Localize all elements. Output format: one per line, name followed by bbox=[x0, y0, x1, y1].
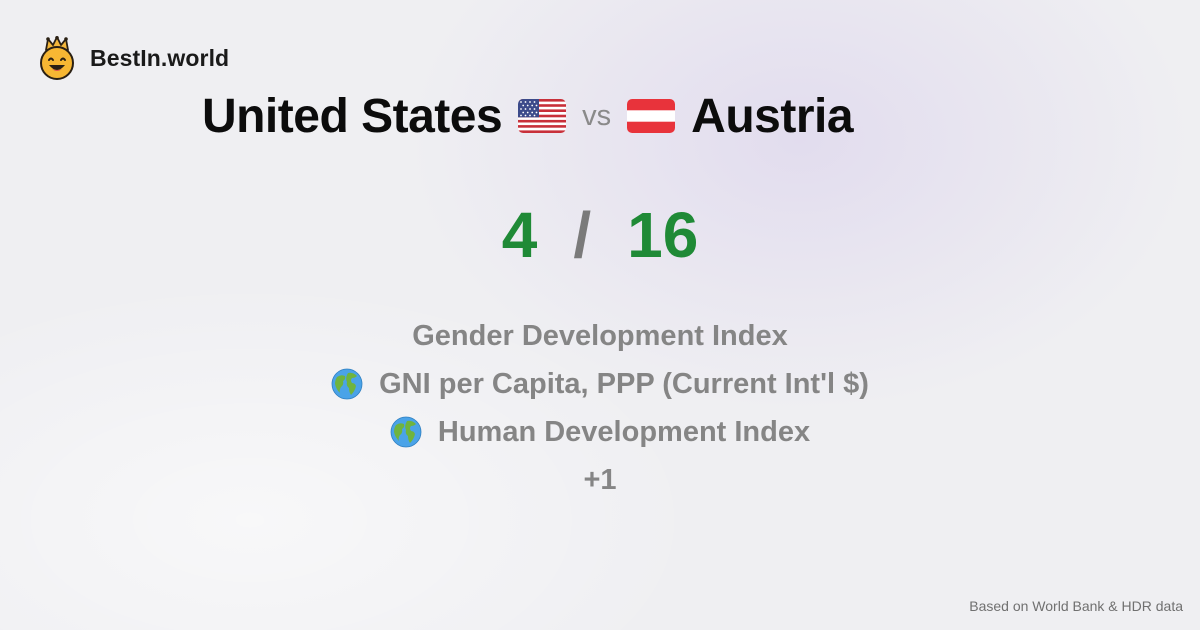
globe-icon bbox=[390, 416, 422, 448]
metric-label: Human Development Index bbox=[437, 415, 811, 448]
crown-smiley-icon bbox=[40, 36, 74, 80]
vs-label: vs bbox=[582, 99, 612, 132]
more-count-label: +1 bbox=[583, 463, 617, 496]
right-country-name: Austria bbox=[691, 89, 854, 143]
data-source-note: Based on World Bank & HDR data bbox=[969, 598, 1183, 614]
metrics-list: Gender Development Index GNI per Capita,… bbox=[0, 312, 1200, 504]
metric-item: Gender Development Index bbox=[412, 312, 788, 360]
score-display: 4 / 16 bbox=[0, 190, 1200, 280]
right-score: 16 bbox=[627, 199, 699, 271]
left-country-name: United States bbox=[201, 89, 503, 143]
brand[interactable]: BestIn.world bbox=[38, 36, 229, 80]
metric-label: GNI per Capita, PPP (Current Int'l $) bbox=[379, 367, 869, 400]
comparison-headline: United States vs Austria bbox=[0, 86, 1055, 146]
left-score: 4 bbox=[501, 199, 538, 271]
brand-name: BestIn.world bbox=[90, 44, 230, 71]
us-flag-icon bbox=[518, 99, 567, 133]
globe-icon bbox=[331, 368, 363, 400]
score-separator: / bbox=[573, 199, 592, 271]
more-metrics-count: +1 bbox=[583, 456, 616, 504]
metric-item: Human Development Index bbox=[390, 408, 810, 456]
metric-item: GNI per Capita, PPP (Current Int'l $) bbox=[331, 360, 869, 408]
metric-label: Gender Development Index bbox=[412, 319, 788, 352]
austria-flag-icon bbox=[627, 99, 676, 133]
